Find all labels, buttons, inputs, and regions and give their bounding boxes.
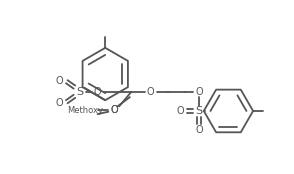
Text: O: O: [94, 87, 101, 97]
Text: O: O: [147, 87, 154, 97]
Text: O: O: [111, 105, 118, 115]
Text: O: O: [111, 105, 118, 115]
Text: S: S: [76, 87, 83, 97]
Text: O: O: [55, 97, 63, 108]
Text: S: S: [196, 106, 203, 116]
Text: O: O: [176, 106, 184, 116]
Text: Methoxy: Methoxy: [67, 106, 103, 115]
Text: O: O: [55, 76, 63, 86]
Text: O: O: [196, 87, 203, 97]
Text: O: O: [196, 125, 203, 135]
